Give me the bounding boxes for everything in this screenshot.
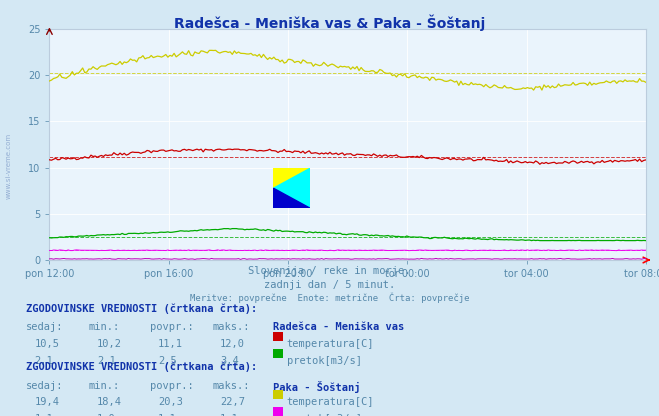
Text: zadnji dan / 5 minut.: zadnji dan / 5 minut. (264, 280, 395, 290)
Text: 22,7: 22,7 (220, 397, 245, 407)
Text: 2,1: 2,1 (34, 356, 53, 366)
Text: 12,0: 12,0 (220, 339, 245, 349)
Text: 10,5: 10,5 (34, 339, 59, 349)
Polygon shape (273, 168, 310, 208)
Text: 19,4: 19,4 (34, 397, 59, 407)
Text: www.si-vreme.com: www.si-vreme.com (5, 134, 11, 199)
Text: povpr.:: povpr.: (150, 381, 194, 391)
Text: temperatura[C]: temperatura[C] (287, 339, 374, 349)
Text: min.:: min.: (89, 322, 120, 332)
Text: sedaj:: sedaj: (26, 381, 64, 391)
Text: maks.:: maks.: (212, 322, 250, 332)
Text: maks.:: maks.: (212, 381, 250, 391)
Text: Slovenija / reke in morje.: Slovenija / reke in morje. (248, 266, 411, 276)
Text: 18,4: 18,4 (97, 397, 122, 407)
Text: ZGODOVINSKE VREDNOSTI (črtkana črta):: ZGODOVINSKE VREDNOSTI (črtkana črta): (26, 304, 258, 314)
Text: 11,1: 11,1 (158, 339, 183, 349)
Text: 20,3: 20,3 (158, 397, 183, 407)
Text: pretok[m3/s]: pretok[m3/s] (287, 356, 362, 366)
Text: 10,2: 10,2 (97, 339, 122, 349)
Text: Meritve: povprečne  Enote: metrične  Črta: povprečje: Meritve: povprečne Enote: metrične Črta:… (190, 293, 469, 303)
Text: povpr.:: povpr.: (150, 322, 194, 332)
Text: 1,1: 1,1 (220, 414, 239, 416)
Text: 1,1: 1,1 (158, 414, 177, 416)
Text: 2,5: 2,5 (158, 356, 177, 366)
Text: Paka - Šoštanj: Paka - Šoštanj (273, 381, 361, 393)
Text: Radešca - Meniška vas: Radešca - Meniška vas (273, 322, 405, 332)
Text: pretok[m3/s]: pretok[m3/s] (287, 414, 362, 416)
Text: ZGODOVINSKE VREDNOSTI (črtkana črta):: ZGODOVINSKE VREDNOSTI (črtkana črta): (26, 362, 258, 372)
Text: 3,4: 3,4 (220, 356, 239, 366)
Text: 1,1: 1,1 (34, 414, 53, 416)
Text: 1,0: 1,0 (97, 414, 115, 416)
Text: 2,1: 2,1 (97, 356, 115, 366)
Text: temperatura[C]: temperatura[C] (287, 397, 374, 407)
Polygon shape (273, 188, 310, 208)
Text: Radešca - Meniška vas & Paka - Šoštanj: Radešca - Meniška vas & Paka - Šoštanj (174, 15, 485, 31)
Text: min.:: min.: (89, 381, 120, 391)
Text: sedaj:: sedaj: (26, 322, 64, 332)
Polygon shape (273, 168, 310, 188)
